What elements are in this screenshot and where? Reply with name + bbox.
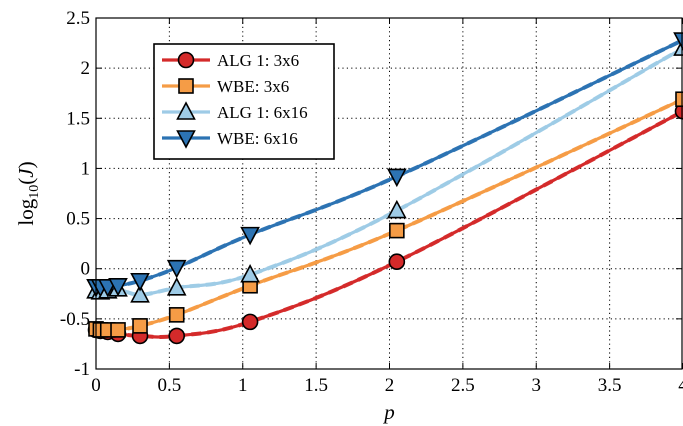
y-tick-label: 2 (81, 58, 91, 79)
legend-marker (177, 51, 195, 69)
data-point (130, 284, 150, 303)
x-tick-label: 0.5 (158, 375, 182, 396)
data-point (387, 199, 407, 219)
y-tick-label: 1 (81, 158, 91, 179)
y-axis-label-var: J (14, 167, 38, 178)
data-point (241, 313, 259, 331)
x-tick-label: 3 (532, 375, 542, 396)
y-axis-label-sub: 10 (27, 185, 42, 199)
y-tick-label: -1 (74, 359, 90, 380)
legend-marker (178, 78, 194, 94)
x-tick-label: 2.5 (451, 375, 475, 396)
data-point (675, 91, 683, 108)
data-point (388, 253, 406, 270)
legend-marker (176, 130, 196, 149)
data-point (132, 318, 148, 334)
series-4 (86, 32, 683, 298)
y-axis-label-main: log (14, 198, 38, 225)
legend-label: WBE: 3x6 (217, 77, 289, 96)
data-point (166, 277, 187, 296)
x-tick-label: 2 (385, 375, 395, 396)
data-point (168, 327, 186, 345)
x-tick-label: 1.5 (304, 375, 328, 396)
y-tick-label: 0 (81, 259, 91, 280)
y-tick-label: 1.5 (66, 108, 90, 129)
data-point (240, 264, 260, 283)
y-tick-label: -0.5 (60, 309, 90, 330)
legend: ALG 1: 3x6 WBE: 3x6 ALG 1: 6x16 WBE: 6x16 (153, 43, 335, 160)
data-point (110, 322, 126, 338)
y-tick-label: 2.5 (66, 8, 90, 29)
data-point (166, 259, 187, 279)
x-axis-label: p (382, 400, 395, 424)
legend-marker (176, 101, 196, 120)
x-tick-label: 1 (238, 375, 248, 396)
x-tick-label: 0 (91, 375, 101, 396)
series-2 (88, 91, 683, 338)
legend-label: WBE: 6x16 (217, 129, 298, 148)
x-tick-label: 3.5 (598, 375, 622, 396)
data-point (389, 222, 405, 239)
y-axis-label: log10(J) (14, 161, 42, 225)
legend-label: ALG 1: 6x16 (217, 103, 308, 122)
data-point (130, 272, 150, 292)
axis-ticks: 0 0.5 1 1.5 2 2.5 3 3.5 4 -1 -0.5 0 0.5 1 1.5 2 2.5 (60, 8, 683, 396)
y-axis-label-close: ) (14, 161, 38, 168)
y-axis-label-open: ( (14, 178, 38, 185)
x-tick-label: 4 (678, 375, 683, 396)
data-point (240, 226, 260, 246)
data-point (387, 168, 407, 188)
series-layer (86, 32, 683, 345)
data-point (168, 307, 185, 323)
data-point (108, 277, 128, 297)
y-tick-label: 0.5 (66, 209, 90, 230)
data-point (673, 32, 683, 51)
data-point (674, 102, 683, 120)
legend-label: ALG 1: 3x6 (217, 51, 299, 70)
